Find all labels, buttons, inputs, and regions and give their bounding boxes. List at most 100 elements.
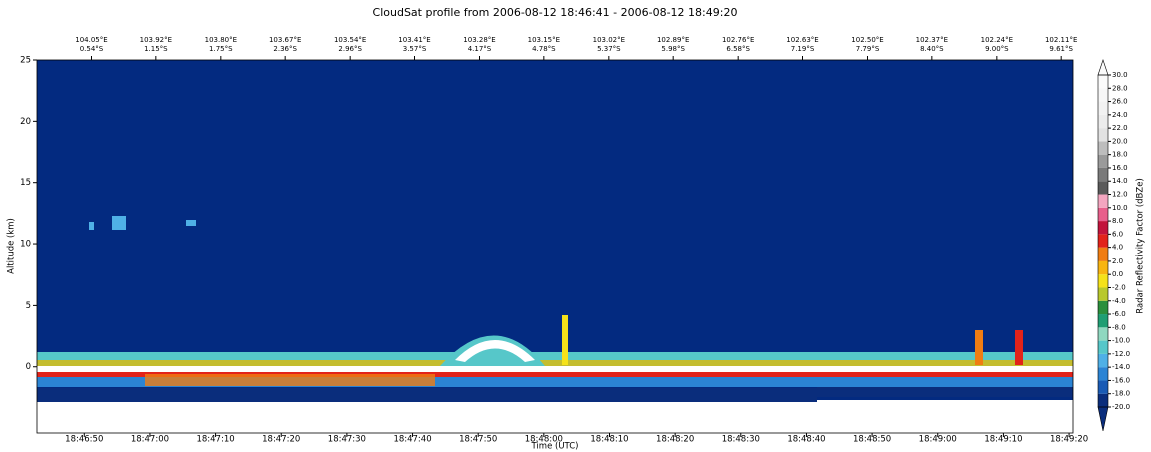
x-tick-label: 18:49:20: [1050, 435, 1088, 445]
y-tick-label: 5: [26, 301, 31, 311]
colorbar-tick-label: 4.0: [1112, 244, 1123, 252]
colorbar-segment: [1098, 380, 1108, 394]
y-tick-label: 20: [20, 117, 31, 127]
top-tick-lon: 103.15°E: [528, 36, 560, 44]
colorbar-segment: [1098, 367, 1108, 381]
top-tick-lon: 102.76°E: [722, 36, 754, 44]
y-tick-label: 10: [20, 240, 31, 250]
top-tick-lat: 4.17°S: [468, 45, 492, 53]
surface-band: [37, 372, 1073, 377]
top-tick-lat: 8.40°S: [920, 45, 944, 53]
x-tick-label: 18:48:50: [853, 435, 891, 445]
colorbar-segment: [1098, 221, 1108, 235]
colorbar-tick-label: 12.0: [1112, 191, 1128, 199]
colorbar-tick-label: 20.0: [1112, 137, 1128, 145]
colorbar-segment: [1098, 260, 1108, 275]
colorbar-tick-label: -8.0: [1112, 323, 1126, 331]
cirrus: [112, 216, 126, 230]
top-tick-lat: 1.15°S: [144, 45, 168, 53]
colorbar-tick-label: -16.0: [1112, 376, 1130, 384]
x-tick-label: 18:47:10: [196, 435, 234, 445]
top-tick-lat: 7.79°S: [856, 45, 880, 53]
x-tick-label: 18:47:20: [262, 435, 300, 445]
top-tick-lat: 6.58°S: [726, 45, 750, 53]
top-tick-lat: 2.96°S: [338, 45, 362, 53]
colorbar-segment: [1098, 194, 1108, 208]
colorbar-tick-label: -18.0: [1112, 390, 1130, 398]
colorbar-tick-label: -12.0: [1112, 350, 1130, 358]
below-ground: [37, 400, 1073, 433]
y-axis-label: Altitude (km): [7, 218, 17, 274]
convection: [1015, 330, 1023, 365]
top-tick-lat: 7.19°S: [791, 45, 815, 53]
convection: [562, 315, 568, 365]
colorbar-segment: [1098, 393, 1108, 407]
colorbar-tick-label: -10.0: [1112, 337, 1130, 345]
top-tick-lon: 103.54°E: [334, 36, 366, 44]
colorbar-segment: [1098, 181, 1108, 195]
top-tick-lon: 102.24°E: [981, 36, 1013, 44]
cirrus: [89, 222, 94, 230]
top-tick-lat: 2.36°S: [273, 45, 297, 53]
colorbar-tick-label: 14.0: [1112, 177, 1128, 185]
x-tick-label: 18:48:30: [722, 435, 760, 445]
y-tick-label: 25: [20, 56, 31, 66]
x-tick-label: 18:47:50: [459, 435, 497, 445]
colorbar-tick-label: 6.0: [1112, 230, 1123, 238]
top-tick-lat: 3.57°S: [403, 45, 427, 53]
colorbar-segment: [1098, 167, 1108, 182]
colorbar-tick-label: 10.0: [1112, 204, 1128, 212]
colorbar-tick-label: -14.0: [1112, 363, 1130, 371]
radar-field: [36, 59, 1074, 434]
colorbar-tick-label: 18.0: [1112, 151, 1128, 159]
colorbar-tick-label: 2.0: [1112, 257, 1123, 265]
colorbar-segment: [1098, 141, 1108, 155]
colorbar-segment: [1098, 101, 1108, 115]
chart-title: CloudSat profile from 2006-08-12 18:46:4…: [373, 6, 738, 19]
y-tick-label: 0: [26, 362, 31, 372]
top-tick-lon: 102.37°E: [916, 36, 948, 44]
top-tick-lon: 102.89°E: [657, 36, 689, 44]
x-tick-label: 18:48:10: [590, 435, 628, 445]
top-tick-lon: 103.80°E: [205, 36, 237, 44]
surface-clutter: [817, 385, 1073, 397]
colorbar-tick-label: -20.0: [1112, 403, 1130, 411]
colorbar-segment: [1098, 234, 1108, 248]
colorbar-segment: [1098, 75, 1108, 89]
convection: [455, 340, 535, 362]
field-background: [37, 60, 1073, 400]
x-tick-label: 18:48:00: [525, 435, 563, 445]
top-tick-lat: 9.00°S: [985, 45, 1009, 53]
x-tick-label: 18:49:00: [919, 435, 957, 445]
top-tick-lat: 0.54°S: [80, 45, 104, 53]
top-tick-lat: 9.61°S: [1049, 45, 1073, 53]
colorbar-segment: [1098, 340, 1108, 354]
cirrus: [186, 220, 196, 226]
low-cloud-band: [37, 360, 1073, 366]
colorbar-tick-label: -6.0: [1112, 310, 1126, 318]
x-tick-label: 18:49:10: [984, 435, 1022, 445]
top-tick-lon: 103.28°E: [463, 36, 495, 44]
colorbar-segment: [1098, 327, 1108, 341]
top-tick-lon: 103.67°E: [269, 36, 301, 44]
x-tick-label: 18:46:50: [65, 435, 103, 445]
convection: [975, 330, 983, 365]
colorbar-segment: [1098, 300, 1108, 315]
colorbar-tick-label: 16.0: [1112, 164, 1128, 172]
colorbar-tick-label: -4.0: [1112, 297, 1126, 305]
top-tick-lon: 103.41°E: [398, 36, 430, 44]
top-tick-lon: 104.05°E: [75, 36, 107, 44]
colorbar-segment: [1098, 207, 1108, 222]
colorbar-tick-label: 30.0: [1112, 71, 1128, 79]
colorbar-extend-low: [1097, 406, 1109, 432]
colorbar-tick-label: 22.0: [1112, 124, 1128, 132]
x-tick-label: 18:47:30: [328, 435, 366, 445]
colorbar-segment: [1098, 88, 1108, 102]
colorbar-tick-label: -2.0: [1112, 283, 1126, 291]
top-tick-lat: 5.98°S: [661, 45, 685, 53]
colorbar-segment: [1098, 114, 1108, 129]
colorbar-label: Radar Reflectivity Factor (dBZe): [1136, 178, 1146, 314]
x-axis-label: Time (UTC): [531, 442, 579, 452]
top-tick-lon: 103.02°E: [593, 36, 625, 44]
